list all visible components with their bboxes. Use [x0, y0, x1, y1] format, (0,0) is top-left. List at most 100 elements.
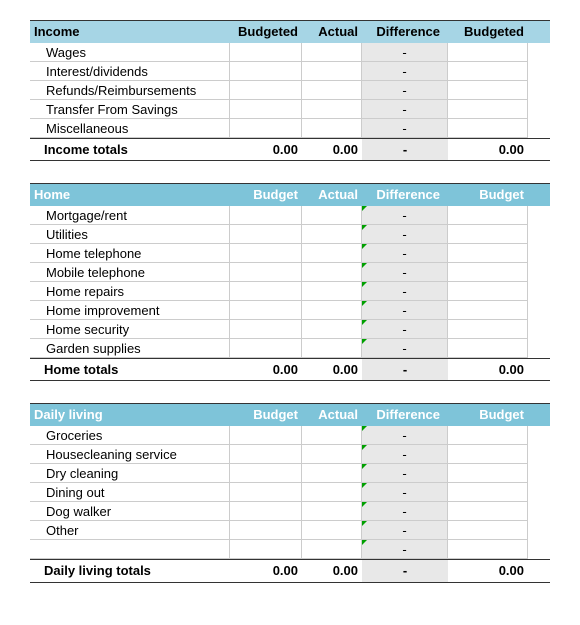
budget2-cell[interactable]	[448, 521, 528, 540]
table-row: Wages-	[30, 43, 550, 62]
row-label: Groceries	[30, 426, 230, 445]
budget-cell[interactable]	[230, 100, 302, 119]
column-header: Difference	[362, 21, 448, 43]
budget-cell[interactable]	[230, 445, 302, 464]
budget2-cell[interactable]	[448, 502, 528, 521]
budget2-cell[interactable]	[448, 301, 528, 320]
difference-cell: -	[362, 445, 448, 464]
row-label: Mobile telephone	[30, 263, 230, 282]
table-row: Garden supplies-	[30, 339, 550, 358]
actual-cell[interactable]	[302, 339, 362, 358]
difference-cell: -	[362, 100, 448, 119]
totals-actual: 0.00	[302, 560, 362, 582]
budget-cell[interactable]	[230, 225, 302, 244]
actual-cell[interactable]	[302, 464, 362, 483]
budget2-cell[interactable]	[448, 320, 528, 339]
section-header-home: HomeBudgetActualDifferenceBudget	[30, 184, 550, 206]
column-header: Difference	[362, 404, 448, 426]
table-row: Utilities-	[30, 225, 550, 244]
budget-cell[interactable]	[230, 43, 302, 62]
budget-cell[interactable]	[230, 483, 302, 502]
difference-cell: -	[362, 502, 448, 521]
budget-cell[interactable]	[230, 339, 302, 358]
totals-label: Daily living totals	[30, 560, 230, 582]
actual-cell[interactable]	[302, 282, 362, 301]
section-home: HomeBudgetActualDifferenceBudgetMortgage…	[30, 183, 550, 381]
section-daily: Daily livingBudgetActualDifferenceBudget…	[30, 403, 550, 582]
totals-budget: 0.00	[230, 359, 302, 381]
budget2-cell[interactable]	[448, 445, 528, 464]
section-title: Income	[30, 21, 230, 43]
actual-cell[interactable]	[302, 100, 362, 119]
column-header: Budgeted	[230, 21, 302, 43]
actual-cell[interactable]	[302, 483, 362, 502]
budget-cell[interactable]	[230, 464, 302, 483]
section-title: Daily living	[30, 404, 230, 426]
budget2-cell[interactable]	[448, 263, 528, 282]
totals-label: Income totals	[30, 139, 230, 161]
budget2-cell[interactable]	[448, 540, 528, 559]
budget2-cell[interactable]	[448, 81, 528, 100]
budget-cell[interactable]	[230, 301, 302, 320]
row-label: Home security	[30, 320, 230, 339]
budget-cell[interactable]	[230, 62, 302, 81]
actual-cell[interactable]	[302, 502, 362, 521]
actual-cell[interactable]	[302, 320, 362, 339]
budget2-cell[interactable]	[448, 339, 528, 358]
budget-cell[interactable]	[230, 521, 302, 540]
row-label: Refunds/Reimbursements	[30, 81, 230, 100]
budget2-cell[interactable]	[448, 100, 528, 119]
budget-cell[interactable]	[230, 502, 302, 521]
actual-cell[interactable]	[302, 540, 362, 559]
budget2-cell[interactable]	[448, 244, 528, 263]
budget-cell[interactable]	[230, 282, 302, 301]
budget-cell[interactable]	[230, 206, 302, 225]
row-label: Housecleaning service	[30, 445, 230, 464]
budget-cell[interactable]	[230, 81, 302, 100]
table-row: Home improvement-	[30, 301, 550, 320]
row-label: Mortgage/rent	[30, 206, 230, 225]
actual-cell[interactable]	[302, 225, 362, 244]
actual-cell[interactable]	[302, 43, 362, 62]
budget2-cell[interactable]	[448, 282, 528, 301]
budget2-cell[interactable]	[448, 43, 528, 62]
row-label: Interest/dividends	[30, 62, 230, 81]
budget2-cell[interactable]	[448, 464, 528, 483]
column-header: Budget	[230, 404, 302, 426]
difference-cell: -	[362, 426, 448, 445]
actual-cell[interactable]	[302, 445, 362, 464]
budget-cell[interactable]	[230, 320, 302, 339]
table-row: Home repairs-	[30, 282, 550, 301]
section-title: Home	[30, 184, 230, 206]
column-header: Actual	[302, 21, 362, 43]
actual-cell[interactable]	[302, 301, 362, 320]
totals-row-daily: Daily living totals0.000.00-0.00	[30, 559, 550, 583]
actual-cell[interactable]	[302, 521, 362, 540]
difference-cell: -	[362, 282, 448, 301]
difference-cell: -	[362, 244, 448, 263]
budget2-cell[interactable]	[448, 206, 528, 225]
actual-cell[interactable]	[302, 263, 362, 282]
actual-cell[interactable]	[302, 244, 362, 263]
section-header-income: IncomeBudgetedActualDifferenceBudgeted	[30, 21, 550, 43]
actual-cell[interactable]	[302, 119, 362, 138]
budget2-cell[interactable]	[448, 483, 528, 502]
difference-cell: -	[362, 320, 448, 339]
budget2-cell[interactable]	[448, 426, 528, 445]
budget-cell[interactable]	[230, 540, 302, 559]
budget2-cell[interactable]	[448, 225, 528, 244]
difference-cell: -	[362, 62, 448, 81]
budget-cell[interactable]	[230, 244, 302, 263]
budget2-cell[interactable]	[448, 62, 528, 81]
budget-cell[interactable]	[230, 426, 302, 445]
table-row: Miscellaneous-	[30, 119, 550, 138]
budget-cell[interactable]	[230, 119, 302, 138]
actual-cell[interactable]	[302, 206, 362, 225]
budget2-cell[interactable]	[448, 119, 528, 138]
actual-cell[interactable]	[302, 426, 362, 445]
actual-cell[interactable]	[302, 81, 362, 100]
totals-budget: 0.00	[230, 139, 302, 161]
budget-cell[interactable]	[230, 263, 302, 282]
difference-cell: -	[362, 43, 448, 62]
actual-cell[interactable]	[302, 62, 362, 81]
